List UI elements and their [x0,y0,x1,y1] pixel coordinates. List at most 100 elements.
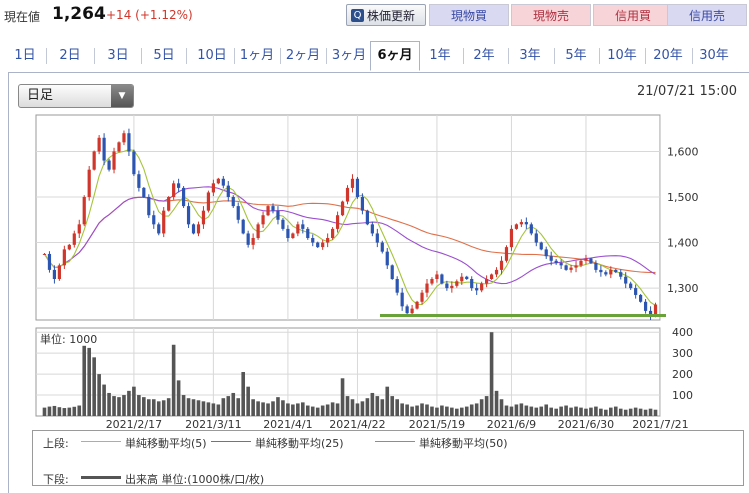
interval-select[interactable]: 日足 ▼ [18,84,134,108]
volume-bar [301,402,305,416]
tab-1d[interactable]: 1日 [14,48,36,63]
tab-5d[interactable]: 5日 [153,48,175,63]
candle-body [579,260,583,266]
price-tick-label: 1,400 [667,237,699,250]
tab-3d[interactable]: 3日 [107,48,129,63]
tab-3y[interactable]: 3年 [519,48,541,63]
candle-body [629,283,633,289]
cash-buy-button[interactable]: 現物買 [429,4,509,26]
volume-bar [599,408,603,416]
volume-bar [271,401,275,416]
margin-buy-button[interactable]: 信用買 [593,4,673,26]
candle-body [485,279,489,284]
volume-bar [147,399,151,416]
candle-body [440,274,444,284]
volume-bar [291,404,295,416]
volume-bar [355,403,360,416]
candle-body [599,269,603,273]
volume-bar [266,403,270,416]
candle-body [425,283,429,293]
legend-lower-label: 下段: [43,473,69,486]
volume-bar [286,403,290,416]
cash-sell-button[interactable]: 現物売 [511,4,591,26]
candle-body [460,276,464,282]
candle-body [172,183,176,197]
volume-bar [539,406,544,416]
candle-body [360,197,365,211]
volume-bar [425,404,429,416]
volume-bar [504,405,509,416]
tab-20y[interactable]: 20年 [653,48,683,63]
volume-bar [132,386,136,416]
candle-body [42,253,47,255]
candle-body [201,210,206,225]
chart-datetime: 21/07/21 15:00 [637,84,737,99]
price-tick-label: 1,600 [667,145,699,158]
tab-2m[interactable]: 2ヶ月 [285,48,321,63]
tab-1m[interactable]: 1ヶ月 [239,48,275,63]
candle-body [296,224,300,234]
candle-body [624,276,628,284]
candle-body [455,281,459,286]
volume-bar [236,398,241,416]
tab-2y[interactable]: 2年 [473,48,495,63]
candle-body [67,244,71,250]
volume-bar [623,409,628,416]
price-tick-label: 1,300 [667,282,699,295]
tab-3m[interactable]: 3ヶ月 [331,48,367,63]
tab-10d[interactable]: 10日 [197,48,227,63]
volume-bar [241,372,245,416]
volume-bar [564,405,568,416]
candle-body [152,215,156,225]
candle-body [514,224,519,229]
candle-body [102,137,106,161]
tab-5y[interactable]: 5年 [565,48,587,63]
candle-body [147,197,151,216]
candle-body [112,151,116,170]
candle-body [539,242,543,250]
candle-body [87,169,91,197]
tab-10y[interactable]: 10年 [607,48,637,63]
candle-body [316,242,320,248]
candle-body [554,260,558,264]
candle-body [276,210,280,220]
volume-bar [117,397,121,416]
volume-bar [489,332,494,416]
volume-bar [330,402,335,416]
volume-bar [430,406,434,416]
candle-body [380,242,384,252]
tab-2d[interactable]: 2日 [59,48,81,63]
candle-body [335,215,340,229]
tab-30y[interactable]: 30年 [699,48,729,63]
volume-bar [156,401,161,416]
tab-1y[interactable]: 1年 [429,48,451,63]
volume-bar [648,408,653,416]
refresh-price-button[interactable]: Q 株価更新 [346,4,426,26]
candle-body [142,187,146,197]
price-tick-label: 1,500 [667,191,699,204]
candle-body [321,242,325,248]
candle-body [191,224,196,234]
volume-bar [613,406,618,416]
ma5-line [44,149,656,306]
candle-body [82,197,86,225]
volume-tick-label: 300 [672,347,693,360]
volume-bar [82,345,87,416]
volume-bar [594,406,598,416]
volume-bar [62,408,67,416]
tab-6m[interactable]: 6ヶ月 [370,41,420,71]
candle-body [246,233,250,245]
candle-body [306,228,310,238]
volume-bar [455,408,459,416]
volume-bar [474,403,479,416]
volume-bar [310,406,315,416]
volume-bar [226,396,231,416]
candle-body [266,206,270,216]
x-tick-label: 2021/7/21 [632,418,688,431]
volume-bar [107,392,111,416]
margin-sell-button[interactable]: 信用売 [667,4,747,26]
candle-body [206,192,211,211]
candle-body [216,178,220,184]
legend-ma50: 単純移動平均(50) [419,437,508,450]
x-tick-label: 2021/2/17 [106,418,162,431]
